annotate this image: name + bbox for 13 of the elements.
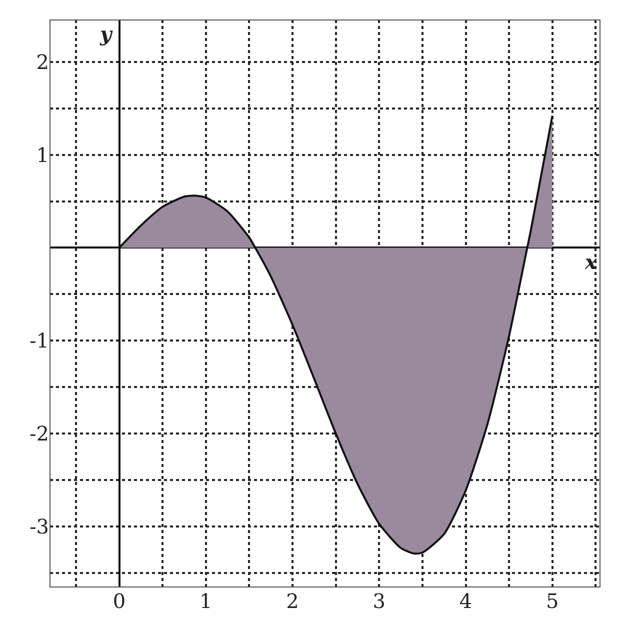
x-tick-label: 4 bbox=[459, 589, 472, 613]
x-tick-label: 2 bbox=[286, 589, 299, 613]
x-axis-title: x bbox=[584, 250, 598, 274]
y-tick-label: 1 bbox=[36, 142, 49, 167]
x-tick-label: 3 bbox=[372, 589, 386, 613]
x-tick-label: 1 bbox=[200, 589, 212, 613]
y-tick-label: -1 bbox=[30, 328, 49, 353]
x-tick-label: 5 bbox=[546, 589, 559, 613]
y-tick-label: -2 bbox=[30, 422, 49, 446]
x-tick-label: 0 bbox=[112, 589, 126, 613]
y-axis-title: y bbox=[99, 22, 113, 46]
y-tick-label: 2 bbox=[36, 50, 49, 74]
y-tick-label: -3 bbox=[30, 514, 49, 539]
